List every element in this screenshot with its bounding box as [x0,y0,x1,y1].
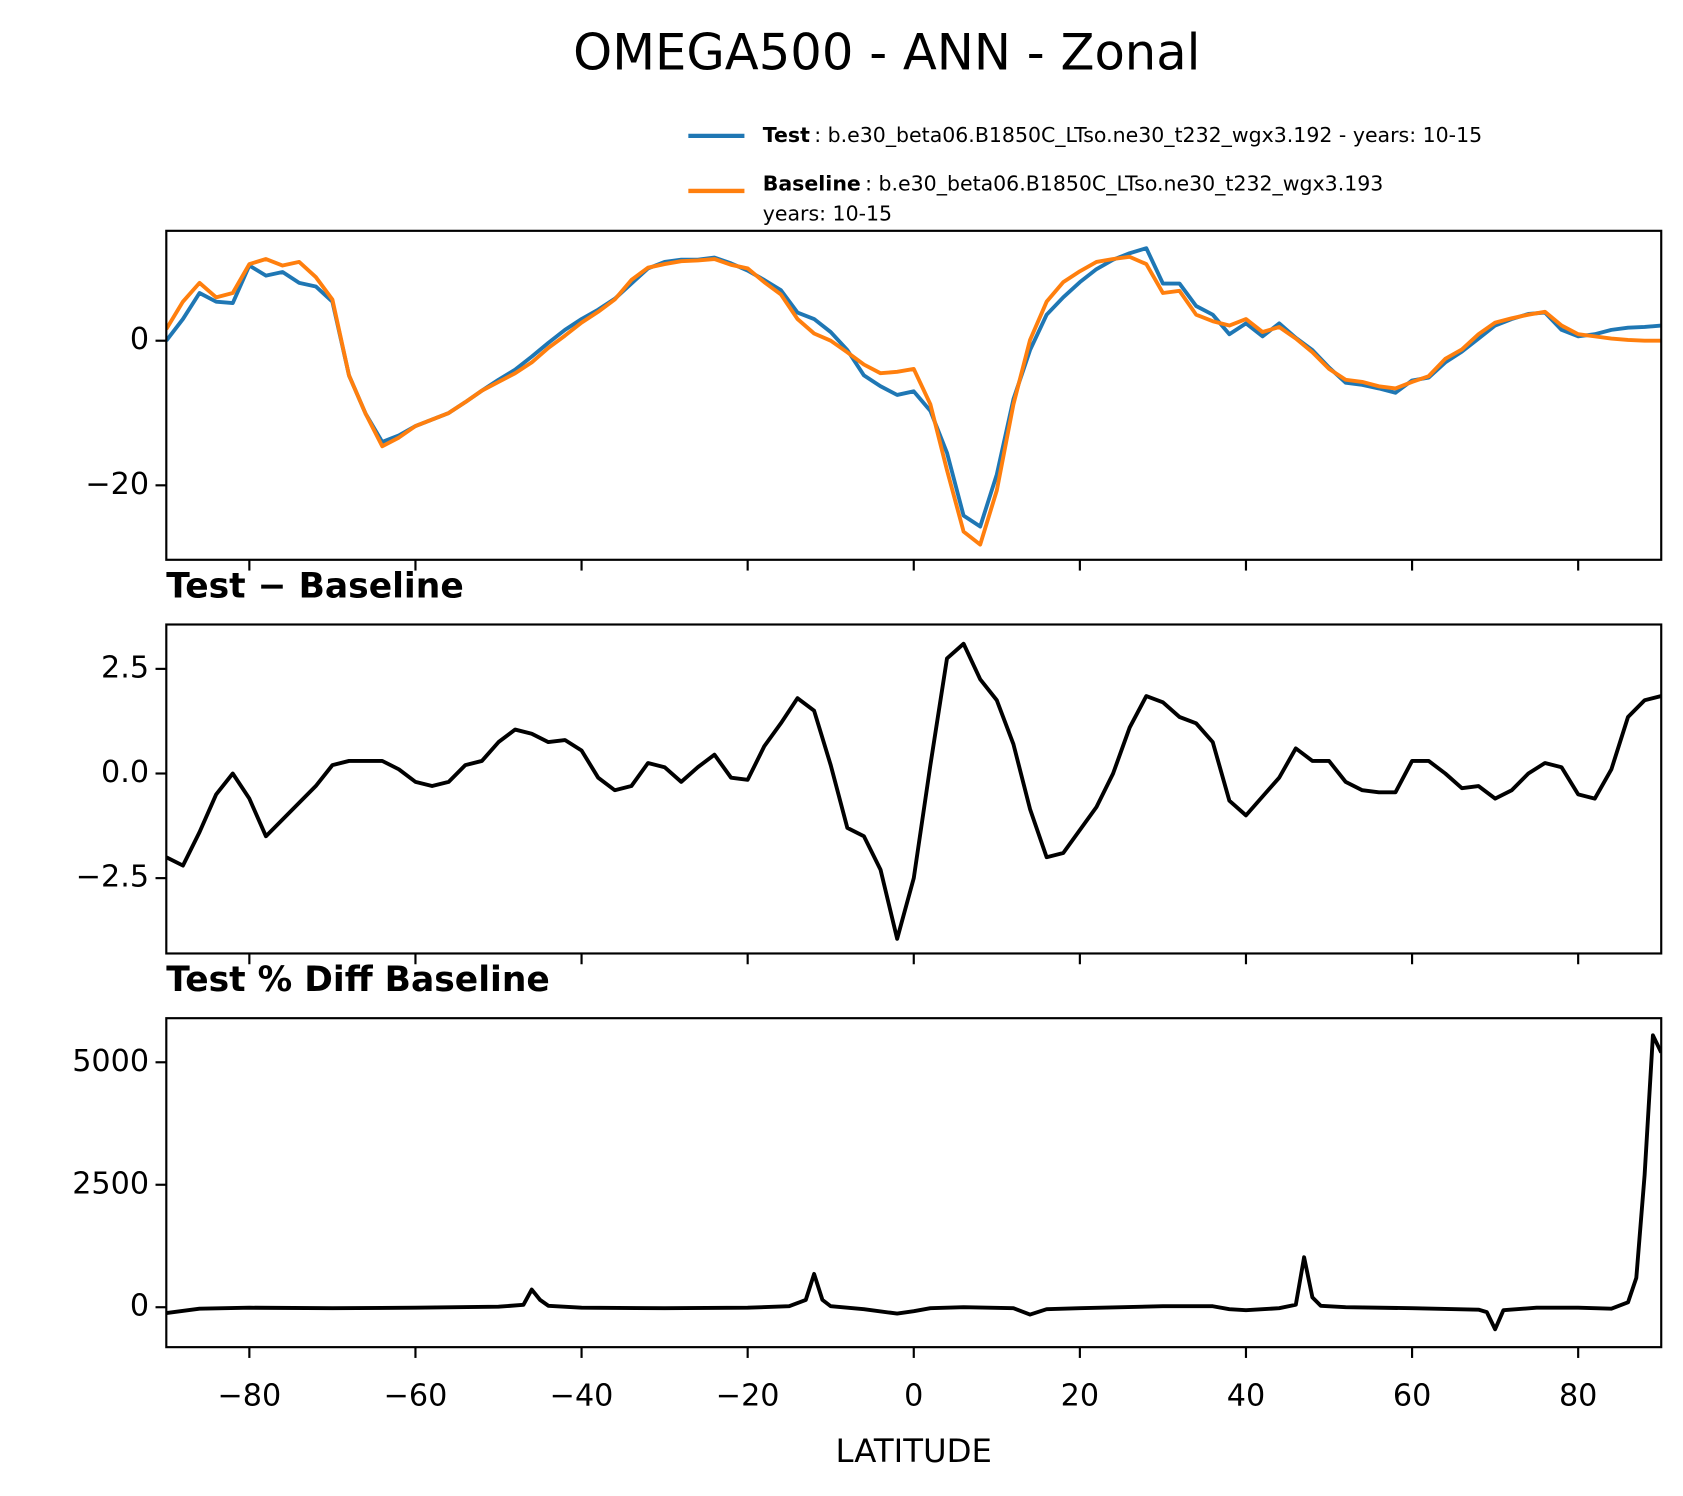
line-series [166,641,1662,941]
panel-title: Test % Diff Baseline [166,960,550,1000]
x-tick-label: 40 [1227,1378,1265,1413]
x-tick-label: 20 [1061,1378,1099,1413]
legend-label: Baseline: b.e30_beta06.B1850C_LTso.ne30_… [763,171,1384,195]
y-tick-label: −20 [85,467,149,502]
x-tick-label: −80 [217,1378,281,1413]
panel-title: Test − Baseline [166,566,463,606]
y-tick-label: −2.5 [76,860,149,895]
plot-frame [165,229,1663,561]
x-tick-label: 60 [1393,1378,1431,1413]
line-series [166,1033,1662,1332]
y-tick-label: 2500 [72,1166,149,1201]
y-tick-label: 0 [130,1289,149,1324]
y-tick-label: 0 [130,322,149,357]
x-tick-label: −40 [550,1378,614,1413]
legend-description: years: 10-15 [763,202,892,226]
y-tick-label: 0.0 [101,755,149,790]
y-tick-label: 2.5 [101,650,149,685]
x-tick-label: −20 [716,1378,780,1413]
x-tick-label: −60 [384,1378,448,1413]
legend-name: Test [763,123,810,147]
legend-description: : b.e30_beta06.B1850C_LTso.ne30_t232_wgx… [865,171,1383,195]
legend-description: : b.e30_beta06.B1850C_LTso.ne30_t232_wgx… [814,123,1482,147]
x-tick-label: 80 [1559,1378,1597,1413]
y-tick-label: 5000 [72,1044,149,1079]
legend-name: Baseline [763,171,861,195]
plot-frame [165,623,1663,955]
x-axis-label: LATITUDE [836,1432,992,1470]
x-tick-label: 0 [904,1378,923,1413]
legend-label: Test: b.e30_beta06.B1850C_LTso.ne30_t232… [763,123,1482,147]
line-series [166,246,1662,529]
legend-label: years: 10-15 [763,202,892,226]
line-series [166,254,1662,547]
chart-title: OMEGA500 - ANN - Zonal [573,24,1200,82]
plot-frame [165,1017,1663,1349]
